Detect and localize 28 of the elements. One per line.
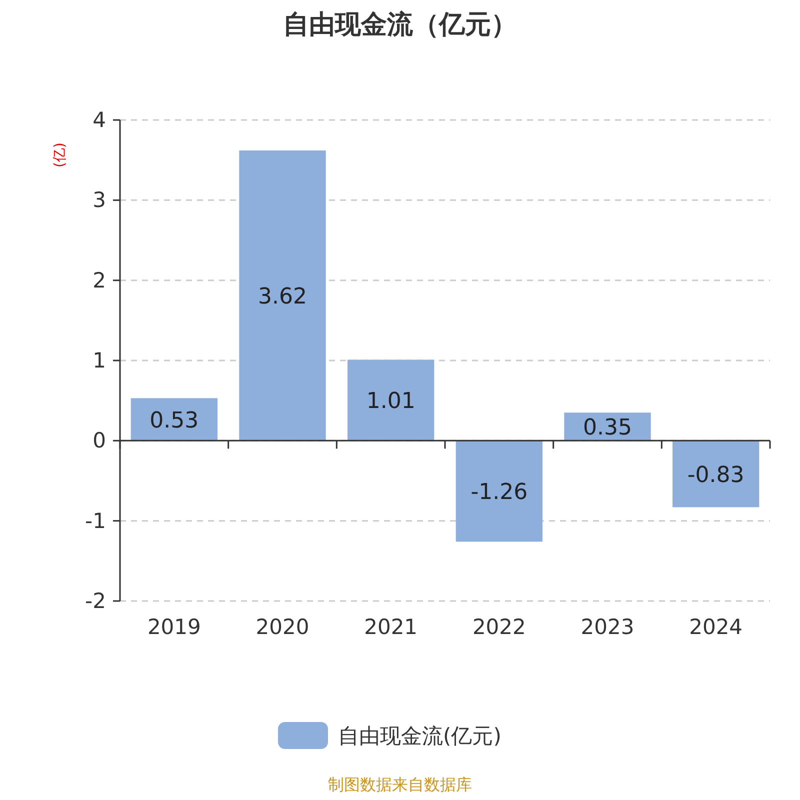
x-tick-label: 2022 [472,615,526,639]
y-tick-label: -2 [85,589,106,613]
x-tick-label: 2023 [580,615,634,639]
chart-title: 自由现金流（亿元） [283,10,517,40]
y-tick-label: -1 [85,508,106,533]
x-tick-label: 2021 [364,615,418,639]
x-tick-label: 2024 [689,615,743,639]
y-tick-label: 0 [92,428,106,453]
y-tick-label: 2 [92,268,106,292]
y-tick-label: 3 [92,188,106,212]
legend-label: 自由现金流(亿元) [338,724,502,748]
bar [130,398,218,441]
bar [239,150,326,441]
x-tick-label: 2019 [147,615,201,639]
y-tick-label: 4 [92,108,106,132]
bar [672,440,760,508]
bar [456,440,542,542]
data-label: 0.53 [150,408,199,434]
data-label: 0.35 [583,416,632,441]
data-label: -0.83 [687,462,744,488]
y-tick-label: 1 [92,348,106,372]
data-label: 1.01 [366,389,416,414]
y-axis-title: (亿) [52,142,68,168]
bar [348,360,434,441]
x-tick-label: 2020 [256,615,310,639]
text: 制图数据来自数据库 [328,775,472,794]
data-label: -1.26 [470,480,528,506]
data-label: 3.62 [258,284,307,310]
